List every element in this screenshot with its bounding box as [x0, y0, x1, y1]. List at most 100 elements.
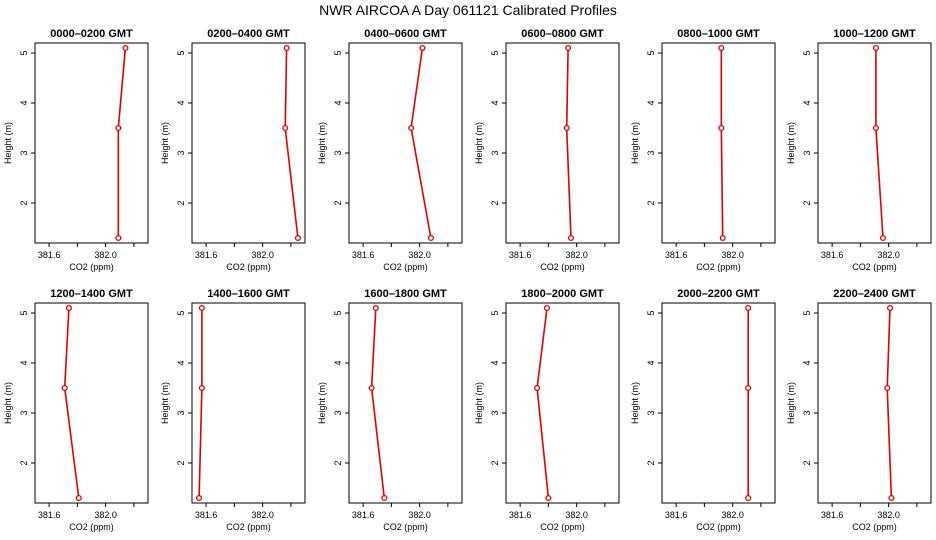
y-tick-label: 5 [333, 310, 343, 315]
plot-frame [661, 42, 776, 244]
y-tick-label: 5 [802, 50, 812, 55]
y-tick-label: 2 [176, 460, 186, 465]
y-tick-label: 5 [490, 310, 500, 315]
y-tick-label: 5 [802, 310, 812, 315]
y-tick-label: 5 [333, 50, 343, 55]
data-point [196, 494, 203, 502]
y-axis-label: Height (m) [160, 382, 170, 424]
data-point [372, 304, 379, 312]
plot-frame [34, 302, 149, 504]
data-point [368, 384, 375, 392]
panel-title: 1000–1200 GMT [833, 28, 916, 40]
plot-frame [191, 42, 306, 244]
panel-title: 0600–0800 GMT [521, 28, 604, 40]
plot-frame [505, 42, 620, 244]
y-tick-label: 5 [19, 50, 29, 55]
x-axis-label: CO2 (ppm) [696, 522, 741, 532]
y-tick-label: 4 [19, 100, 29, 105]
data-point [879, 234, 887, 242]
data-point [567, 234, 575, 242]
y-tick-label: 2 [646, 460, 656, 465]
data-point [294, 234, 301, 242]
data-point [419, 44, 426, 52]
panel-8: 1400–1600 GMT 381.6 382.0 2 3 4 5 CO2 (ppm) Heig… [160, 288, 306, 532]
y-tick-label: 2 [646, 200, 656, 205]
data-point [543, 304, 551, 312]
plot-frame [661, 302, 776, 504]
panel-title: 0000–0200 GMT [50, 28, 133, 40]
y-tick-label: 5 [646, 50, 656, 55]
panel-3: 0400–0600 GMT 381.6 382.0 2 3 4 5 CO2 (ppm) Heig… [317, 28, 463, 272]
x-axis-label: CO2 (ppm) [852, 262, 897, 272]
x-axis-label: CO2 (ppm) [226, 522, 271, 532]
y-axis-label: Height (m) [3, 122, 13, 164]
data-point [122, 44, 129, 52]
x-tick-label: 382.0 [565, 250, 588, 260]
y-tick-label: 2 [802, 460, 812, 465]
y-tick-label: 4 [490, 100, 500, 105]
y-tick-label: 4 [176, 100, 186, 105]
x-tick-label: 381.6 [509, 510, 532, 520]
y-tick-label: 2 [333, 460, 343, 465]
plot-frame [191, 302, 306, 504]
x-tick-label: 381.6 [821, 510, 844, 520]
x-tick-label: 382.0 [408, 250, 431, 260]
x-tick-label: 382.0 [251, 510, 274, 520]
data-point [745, 384, 752, 392]
y-tick-label: 4 [19, 360, 29, 365]
y-tick-label: 4 [490, 360, 500, 365]
y-axis-label: Height (m) [474, 382, 484, 424]
y-axis-label: Height (m) [317, 122, 327, 164]
y-tick-label: 4 [646, 100, 656, 105]
data-point [65, 304, 72, 312]
x-tick-label: 382.0 [877, 510, 900, 520]
x-axis-label: CO2 (ppm) [383, 522, 428, 532]
data-point [545, 494, 552, 502]
x-tick-label: 382.0 [251, 250, 274, 260]
y-tick-label: 3 [176, 150, 186, 155]
y-tick-label: 4 [802, 360, 812, 365]
y-tick-label: 2 [333, 200, 343, 205]
data-point [872, 44, 879, 52]
data-point [198, 384, 205, 392]
panel-grid: 0000–0200 GMT 381.6 382.0 2 3 4 5 CO2 (ppm) Heig… [3, 28, 932, 532]
data-point [565, 44, 572, 52]
panel-2: 0200–0400 GMT 381.6 382.0 2 3 4 5 CO2 (ppm) Heig… [160, 28, 306, 272]
data-point [886, 304, 894, 312]
y-tick-label: 4 [176, 360, 186, 365]
panel-6: 1000–1200 GMT 381.6 382.0 2 3 4 5 CO2 (ppm) Heig… [786, 28, 932, 272]
x-tick-label: 381.6 [665, 510, 688, 520]
y-tick-label: 4 [802, 100, 812, 105]
y-tick-label: 3 [19, 150, 29, 155]
x-tick-label: 381.6 [195, 250, 218, 260]
plot-frame [505, 302, 620, 504]
y-tick-label: 5 [19, 310, 29, 315]
y-tick-label: 2 [802, 200, 812, 205]
plot-frame [817, 42, 932, 244]
panel-title: 0800–1000 GMT [677, 28, 760, 40]
x-tick-label: 382.0 [721, 250, 744, 260]
y-tick-label: 4 [333, 100, 343, 105]
x-axis-label: CO2 (ppm) [540, 262, 585, 272]
panel-11: 2000–2200 GMT 381.6 382.0 2 3 4 5 CO2 (ppm) Heig… [630, 288, 776, 532]
panel-10: 1800–2000 GMT 381.6 382.0 2 3 4 5 CO2 (ppm) Heig… [474, 288, 620, 532]
panel-12: 2200–2400 GMT 381.6 382.0 2 3 4 5 CO2 (ppm) Heig… [786, 288, 932, 532]
y-tick-label: 3 [333, 410, 343, 415]
y-tick-label: 3 [802, 150, 812, 155]
x-axis-label: CO2 (ppm) [852, 522, 897, 532]
panel-title: 1800–2000 GMT [521, 288, 604, 300]
y-tick-label: 2 [19, 460, 29, 465]
data-point [718, 44, 725, 52]
y-tick-label: 3 [176, 410, 186, 415]
plot-frame [348, 42, 463, 244]
panel-title: 0400–0600 GMT [364, 28, 447, 40]
y-tick-label: 3 [333, 150, 343, 155]
y-tick-label: 3 [490, 150, 500, 155]
x-axis-label: CO2 (ppm) [69, 262, 114, 272]
x-tick-label: 382.0 [408, 510, 431, 520]
y-axis-label: Height (m) [630, 382, 640, 424]
panel-5: 0800–1000 GMT 381.6 382.0 2 3 4 5 CO2 (ppm) Heig… [630, 28, 776, 272]
panel-title: 1600–1800 GMT [364, 288, 447, 300]
x-axis-label: CO2 (ppm) [696, 262, 741, 272]
